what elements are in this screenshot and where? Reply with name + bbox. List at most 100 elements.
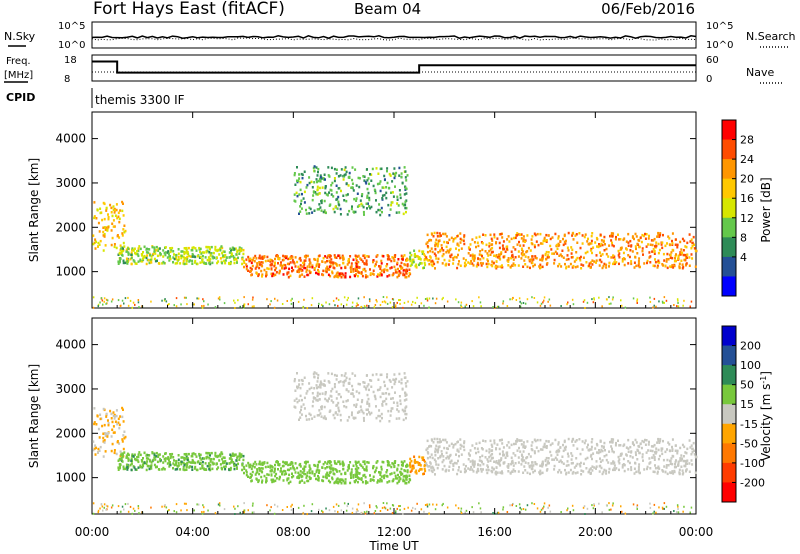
velocity-point (565, 471, 568, 475)
power-point (316, 180, 318, 184)
power-point (601, 243, 604, 247)
velocity-point (678, 472, 681, 475)
velocity-point (265, 480, 267, 484)
power-point (512, 258, 515, 261)
velocity-point (388, 480, 391, 483)
power-point (314, 191, 317, 194)
velocity-point (488, 455, 491, 459)
power-point (330, 258, 333, 261)
power-point (603, 262, 606, 266)
velocity-point (653, 458, 656, 461)
power-point (442, 252, 445, 256)
velocity-point (210, 458, 213, 461)
power-point (103, 217, 106, 221)
power-point (514, 248, 517, 251)
velocity-point (523, 465, 526, 468)
velocity-point (361, 466, 364, 469)
power-point (232, 255, 235, 258)
power-point (591, 232, 594, 235)
velocity-point (492, 512, 494, 514)
velocity-point (471, 506, 473, 509)
velocity-point (107, 422, 110, 425)
power-point (420, 302, 423, 305)
velocity-point (156, 460, 159, 464)
power-point (138, 245, 141, 248)
velocity-point (370, 385, 373, 388)
velocity-point (103, 441, 106, 444)
power-point (365, 182, 368, 185)
velocity-point (618, 462, 621, 465)
velocity-point (462, 445, 465, 448)
power-point (284, 264, 287, 267)
power-point (421, 250, 424, 253)
velocity-point (669, 459, 672, 463)
power-point (615, 235, 617, 239)
power-point (316, 185, 319, 189)
power-point (296, 260, 299, 264)
power-point (180, 303, 182, 306)
power-point (666, 242, 668, 245)
power-point (402, 212, 405, 216)
freq-strip-frame (91, 54, 697, 82)
velocity-point (183, 458, 186, 461)
velocity-point (366, 393, 369, 397)
velocity-point (334, 510, 336, 513)
velocity-point (270, 478, 273, 482)
power-point (306, 307, 308, 310)
velocity-point (113, 413, 116, 417)
power-point (390, 266, 393, 269)
power-point (449, 247, 452, 251)
power-point (630, 245, 633, 248)
velocity-point (337, 510, 339, 513)
velocity-point (121, 406, 124, 410)
power-point (405, 192, 408, 195)
power-point (549, 237, 552, 241)
velocity-point (174, 463, 177, 466)
power-point (182, 259, 185, 263)
power-point (507, 264, 510, 267)
velocity-point (369, 478, 372, 481)
velocity-point (612, 438, 615, 441)
power-point (318, 192, 321, 195)
velocity-point (649, 506, 652, 509)
velocity-point (93, 422, 96, 426)
velocity-point (223, 508, 226, 511)
velocity-point (338, 409, 341, 413)
velocity-point (557, 470, 560, 474)
velocity-point (647, 449, 650, 452)
power-point (259, 257, 262, 260)
power-point (482, 233, 485, 236)
power-point (312, 194, 315, 197)
power-point (322, 269, 325, 273)
velocity-point (641, 439, 644, 443)
velocity-point (366, 461, 369, 464)
velocity-point (319, 412, 322, 415)
power-point (460, 247, 463, 250)
velocity-point (183, 502, 186, 505)
power-point (534, 233, 537, 237)
power-point (199, 250, 202, 254)
velocity-point (641, 453, 644, 456)
power-point (207, 256, 210, 259)
power-point (560, 255, 563, 258)
power-point (150, 255, 153, 258)
power-point (397, 267, 399, 271)
power-point (130, 253, 133, 256)
power-point (386, 296, 388, 299)
power-point (330, 189, 333, 192)
power-point (281, 267, 283, 270)
velocity-point (612, 502, 614, 505)
velocity-point (539, 464, 542, 467)
power-point (657, 242, 660, 246)
velocity-point (355, 405, 358, 408)
velocity-point (402, 461, 404, 465)
velocity-point (529, 455, 532, 458)
velocity-point (201, 511, 203, 513)
power-point (663, 259, 666, 262)
velocity-point (396, 481, 399, 485)
velocity-point (92, 448, 95, 452)
velocity-point (395, 510, 397, 513)
power-point (233, 258, 236, 261)
power-point (281, 264, 284, 268)
power-point (125, 257, 128, 260)
